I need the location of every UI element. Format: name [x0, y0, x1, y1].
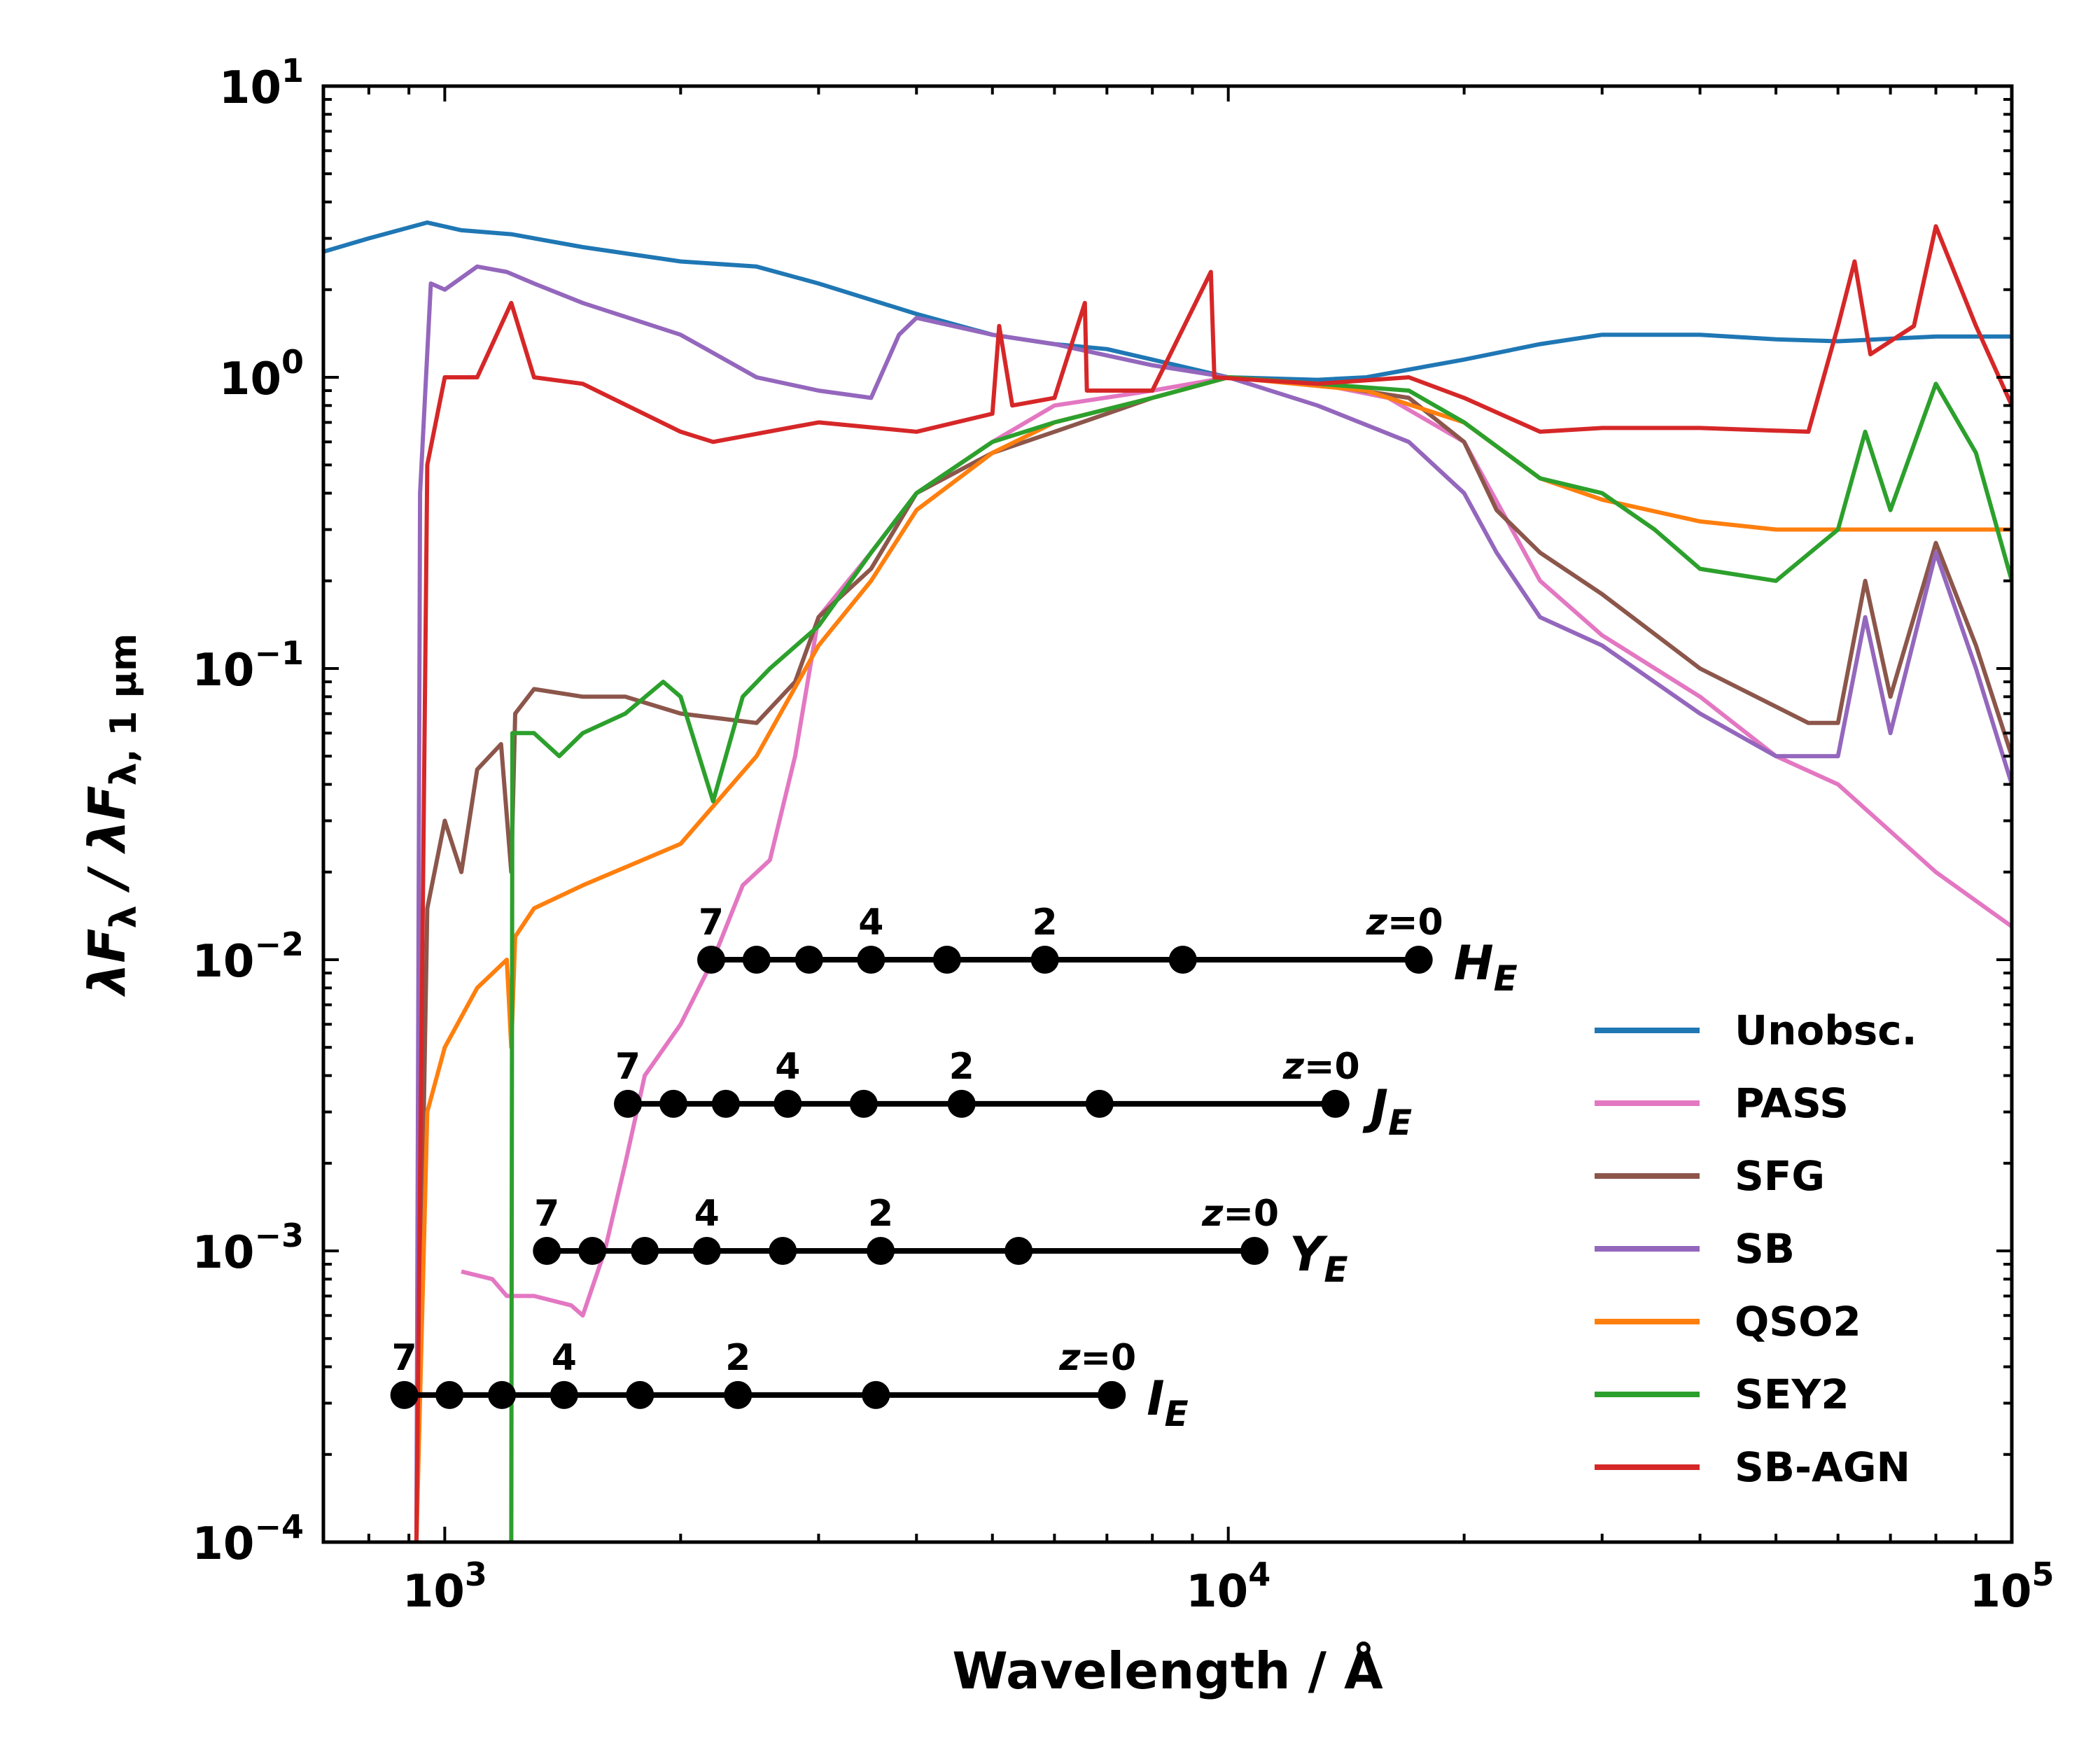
- band-point: [697, 946, 726, 974]
- band-redshift-label: 7: [392, 1337, 417, 1379]
- band-point: [1085, 1089, 1114, 1118]
- band-point: [692, 1237, 721, 1265]
- band-point: [390, 1380, 419, 1409]
- x-tick-label: 103: [402, 1555, 487, 1618]
- y-tick-label: 10−3: [192, 1217, 304, 1279]
- band-point: [1321, 1089, 1350, 1118]
- series-line-sey2: [509, 375, 2012, 1542]
- series-line-sb: [414, 264, 2012, 1542]
- band-redshift-label: 7: [615, 1046, 640, 1088]
- y-tick-label: 10−2: [192, 925, 304, 988]
- band-point: [1240, 1237, 1269, 1265]
- band-name-label: IE: [1147, 1371, 1188, 1434]
- band-redshift-label: 2: [1032, 902, 1058, 944]
- band-point: [1004, 1237, 1033, 1265]
- legend-item-sey2: SEY2: [1595, 1371, 1849, 1418]
- band-point: [1098, 1380, 1126, 1409]
- y-tick-label: 10−4: [192, 1508, 304, 1570]
- series-line-qso2: [414, 375, 2012, 1542]
- band-point: [769, 1237, 797, 1265]
- band-je: 7 4 2 z=0JE: [614, 1046, 1412, 1143]
- band-point: [488, 1380, 517, 1409]
- legend-item-sb-agn: SB-AGN: [1595, 1443, 1910, 1491]
- legend-label: SEY2: [1735, 1371, 1849, 1418]
- band-name-label: JE: [1362, 1080, 1412, 1143]
- band-redshift-label: 4: [694, 1193, 720, 1235]
- band-redshift-label: 2: [725, 1337, 750, 1379]
- band-redshift-label: 7: [699, 902, 724, 944]
- series-line-sfg: [414, 375, 2012, 1542]
- legend-label: PASS: [1735, 1079, 1849, 1127]
- series-line-unobsc-: [323, 220, 2012, 382]
- band-ie: 7 4 2 z=0 IE: [390, 1337, 1189, 1434]
- band-he: 7 4 2 z=0 HE: [697, 902, 1518, 999]
- x-tick-label: 104: [1186, 1555, 1270, 1618]
- band-point: [724, 1380, 752, 1409]
- series-layer: [323, 220, 2012, 1542]
- y-axis-title-lead: λF: [78, 928, 136, 997]
- band-point: [578, 1237, 607, 1265]
- y-tick-label: 100: [219, 343, 304, 405]
- band-redshift-label: z=0: [1366, 902, 1443, 944]
- band-name-label: YE: [1289, 1227, 1348, 1290]
- band-point: [659, 1089, 688, 1118]
- band-point: [711, 1089, 740, 1118]
- tick-layer: 103 104 105 101 100 10−1 10−2 10−3 10−4: [192, 52, 2054, 1618]
- band-redshift-label: 7: [534, 1193, 559, 1235]
- band-redshift-label: z=0: [1282, 1046, 1360, 1088]
- band-point: [867, 1237, 895, 1265]
- band-redshift-label: z=0: [1058, 1337, 1136, 1379]
- band-point: [794, 946, 823, 974]
- plot-frame: [321, 84, 2014, 1544]
- x-tick-label: 105: [1969, 1555, 2054, 1618]
- band-point: [774, 1089, 802, 1118]
- legend-label: QSO2: [1735, 1298, 1861, 1345]
- y-axis-title-sub: λ: [103, 906, 145, 929]
- band-point: [631, 1237, 659, 1265]
- band-point: [849, 1089, 878, 1118]
- y-axis-title-sub2: λ, 1 μm: [103, 634, 145, 786]
- legend-item-pass: PASS: [1595, 1079, 1849, 1127]
- band-point: [626, 1380, 654, 1409]
- band-redshift-label: z=0: [1201, 1193, 1279, 1235]
- band-point: [862, 1380, 890, 1409]
- y-axis-title: λFλ / λFλ, 1 μm: [78, 634, 145, 997]
- band-ye: 7 4 2 z=0YE: [533, 1193, 1348, 1290]
- band-name-label: HE: [1454, 936, 1518, 999]
- series-line-sb-agn: [414, 224, 2012, 1542]
- band-redshift-label: 2: [868, 1193, 893, 1235]
- band-redshift-label: 4: [775, 1046, 800, 1088]
- legend-item-unobsc-: Unobsc.: [1595, 1007, 1917, 1054]
- band-point: [550, 1380, 578, 1409]
- band-point: [742, 946, 771, 974]
- band-point: [947, 1089, 976, 1118]
- legend-item-sfg: SFG: [1595, 1152, 1825, 1200]
- band-point: [932, 946, 961, 974]
- x-axis-title: Wavelength / Å: [952, 1642, 1383, 1700]
- band-redshift-label: 4: [552, 1337, 577, 1379]
- band-point: [1030, 946, 1059, 974]
- legend-item-qso2: QSO2: [1595, 1298, 1861, 1345]
- band-redshift-label: 2: [949, 1046, 974, 1088]
- legend-label: SB: [1735, 1225, 1795, 1273]
- y-tick-label: 10−1: [192, 634, 304, 696]
- legend-label: SFG: [1735, 1152, 1825, 1200]
- band-point: [1404, 946, 1433, 974]
- y-tick-label: 101: [219, 52, 304, 114]
- y-axis-title-mid: / λF: [78, 785, 136, 905]
- band-point: [1168, 946, 1197, 974]
- band-redshift-label: 4: [858, 902, 883, 944]
- legend-item-sb: SB: [1595, 1225, 1795, 1273]
- legend-label: Unobsc.: [1735, 1007, 1917, 1054]
- band-point: [857, 946, 886, 974]
- band-point: [533, 1237, 561, 1265]
- band-point: [614, 1089, 643, 1118]
- legend: Unobsc. PASS SFG SB QSO2 SEY2 SB-AGN: [1595, 1007, 1917, 1491]
- band-point: [435, 1380, 464, 1409]
- legend-label: SB-AGN: [1735, 1443, 1910, 1491]
